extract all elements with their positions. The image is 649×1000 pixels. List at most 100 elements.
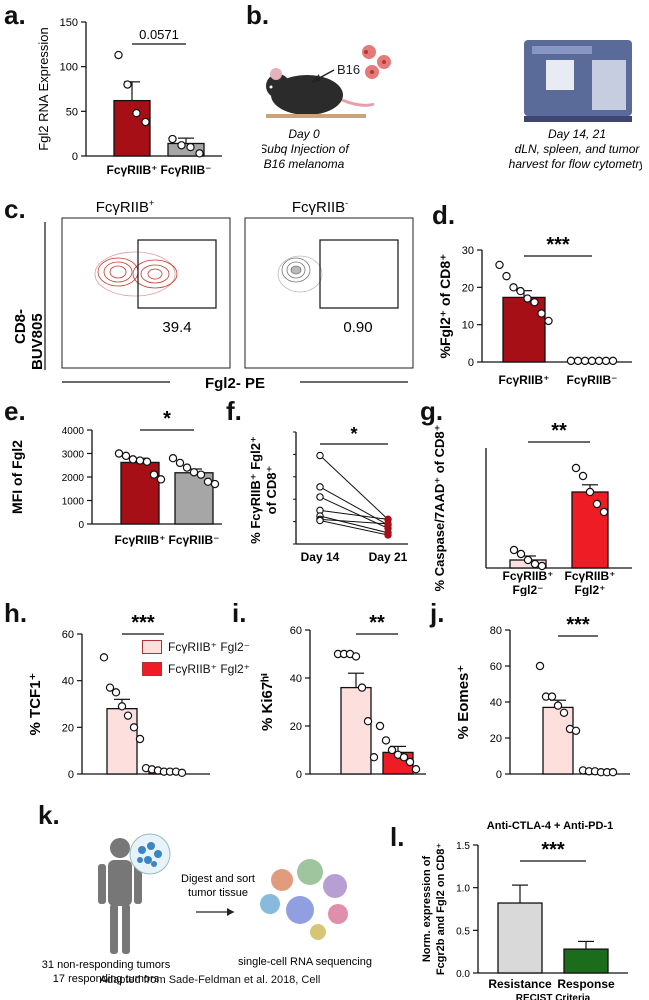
data-point (559, 708, 569, 718)
data-point (114, 449, 124, 458)
data-point (599, 507, 609, 517)
y-tick-label: 20 (462, 282, 474, 294)
y-tick-label: 0 (468, 357, 474, 369)
chart-d: 0 10 20 30 FcγRIIB⁺ FcγRIIB⁻ *** %Fgl2⁺ of CD8⁺ (437, 234, 632, 387)
data-point-day21 (384, 531, 392, 539)
y-tick-label: 30 (462, 245, 474, 257)
panel-label-e: e. (4, 396, 26, 426)
y-tick-label: 60 (490, 661, 502, 673)
data-point (177, 768, 187, 778)
data-point (509, 283, 518, 292)
y-tick-label: 0 (496, 769, 502, 781)
panel-b-schematic: B16 Day 0 Subq Injection of B16 melanoma… (262, 40, 642, 171)
significance-label: *** (566, 614, 590, 636)
data-point (141, 117, 150, 127)
significance-label: *** (131, 612, 155, 634)
data-point (132, 108, 141, 118)
human-icon (98, 838, 142, 954)
flow-right-title: FcγRIIB- (292, 198, 348, 216)
data-point (571, 463, 581, 473)
y-tick-label: 20 (62, 722, 74, 734)
data-point (578, 471, 588, 481)
pair-line (319, 486, 389, 526)
panel-label-c: c. (4, 194, 26, 224)
legend-h: FcγRIIB⁺ Fgl2⁻ FcγRIIB⁺ Fgl2⁺ (142, 640, 250, 676)
flow-x-label: Fgl2- PE (205, 375, 265, 392)
flow-plot-left (61, 217, 231, 369)
panel-label-i: i. (232, 598, 247, 628)
bar-1 (106, 708, 138, 775)
flow-y-label-2: BUV805 (29, 313, 46, 370)
data-point (129, 723, 139, 732)
flow-cytometer-icon (524, 40, 632, 122)
significance-label: *** (546, 234, 570, 256)
data-point (523, 555, 533, 565)
y-axis-label: % TCF1⁺ (27, 673, 44, 736)
y-axis-label: MFI of Fgl2 (9, 440, 25, 514)
data-point (547, 692, 557, 701)
y-tick-label: 150 (60, 17, 78, 29)
category-label: Response (557, 977, 615, 991)
significance-label: * (163, 408, 171, 430)
contour-right (277, 255, 323, 293)
data-point (566, 356, 576, 366)
data-point (149, 470, 159, 479)
bar-2 (571, 491, 609, 569)
significance-label: * (350, 424, 357, 444)
umap-plot-icon (260, 859, 348, 940)
day14-text: Day 14, 21 (548, 127, 606, 141)
day14-text-3: harvest for flow cytometry (509, 157, 642, 171)
panel-label-k: k. (38, 800, 60, 830)
data-point (544, 316, 553, 326)
gate-right (319, 239, 399, 309)
y-tick-label: 100 (60, 62, 78, 74)
y-axis-label: % FcγRIIB⁺ Fgl2⁺ (248, 436, 263, 544)
gate-right-value: 0.90 (343, 319, 372, 336)
y-axis-label: % Eomes⁺ (455, 665, 472, 740)
y-tick-label: 40 (290, 673, 302, 685)
data-point (168, 454, 178, 463)
data-point (357, 683, 367, 692)
legend-item-fgl2-pos: FcγRIIB⁺ Fgl2⁺ (142, 662, 250, 676)
data-point (523, 294, 532, 303)
significance-label: ** (369, 612, 385, 634)
y-tick-label: 40 (490, 697, 502, 709)
data-point (105, 683, 115, 692)
data-point-day14 (316, 483, 324, 491)
data-point (99, 653, 109, 662)
chart-title: Anti-CTLA-4 + Anti-PD-1 (487, 820, 613, 832)
data-point (156, 475, 166, 484)
bar-1 (542, 706, 574, 775)
flow-y-label: CD8- (12, 309, 29, 344)
tumor-zoom-icon (129, 833, 171, 875)
legend-swatch-red (142, 662, 162, 676)
y-axis-label: % Ki67ʰⁱ (259, 673, 276, 731)
data-point (601, 356, 611, 366)
data-point (608, 356, 618, 366)
panel-label-a: a. (4, 0, 26, 30)
panel-label-l: l. (390, 822, 405, 852)
legend-label-2: FcγRIIB⁺ Fgl2⁺ (168, 662, 251, 676)
day0-text-3: B16 melanoma (264, 157, 345, 171)
y-tick-label: 80 (490, 625, 502, 637)
data-point (411, 764, 421, 774)
y-axis-label-2: of CD8⁺ (264, 466, 279, 515)
data-point (189, 468, 199, 477)
legend-item-fgl2-neg: FcγRIIB⁺ Fgl2⁻ (142, 640, 250, 654)
mouse-icon (266, 68, 375, 118)
y-tick-label: 60 (290, 625, 302, 637)
data-point (530, 559, 540, 569)
y-axis-label: % Caspase/7AAD⁺ of CD8⁺ (432, 425, 447, 592)
y-tick-label: 0.5 (456, 926, 470, 937)
data-point (502, 271, 511, 281)
data-point-day14 (316, 451, 324, 460)
data-point (405, 757, 415, 767)
data-point (594, 356, 604, 366)
y-tick-label: 0 (72, 151, 78, 163)
y-tick-label: 20 (490, 733, 502, 745)
process-text-2: tumor tissue (188, 887, 248, 899)
y-axis-label: %Fgl2⁺ of CD8⁺ (437, 253, 453, 358)
data-point (399, 752, 409, 762)
category-label: Day 14 (301, 550, 340, 564)
day0-text: Day 0 (288, 127, 320, 141)
